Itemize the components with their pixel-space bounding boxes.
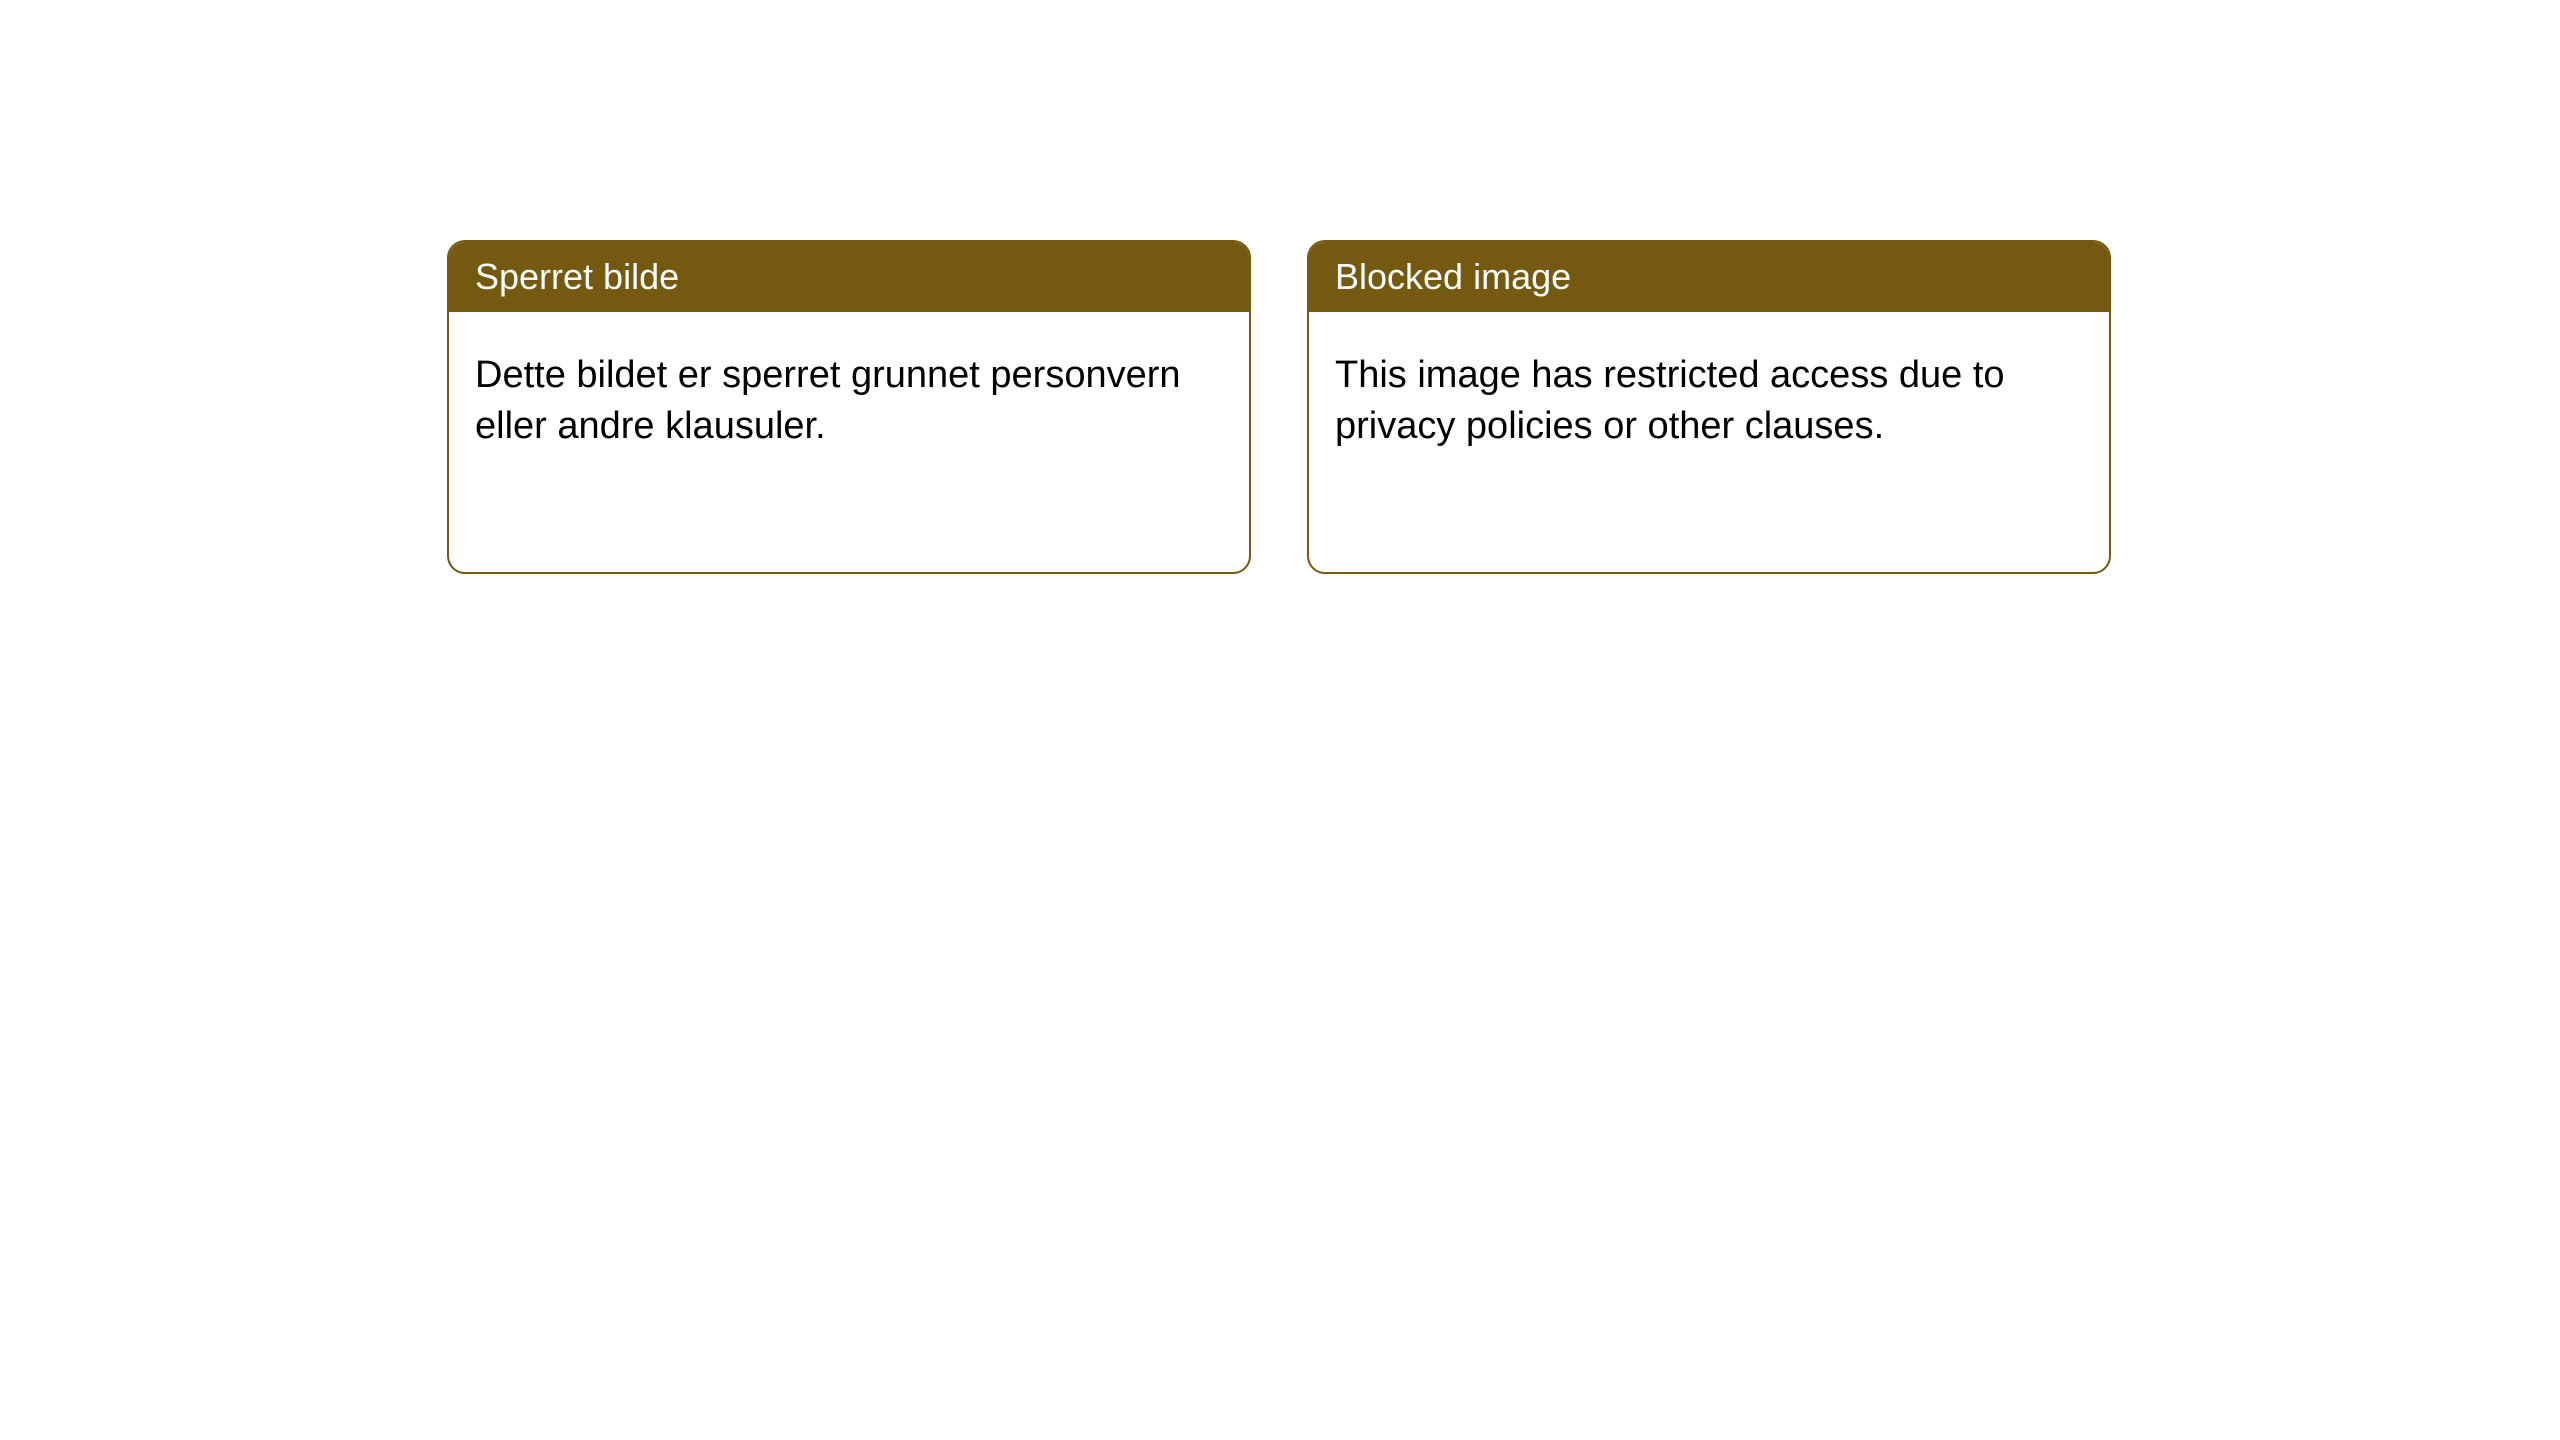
- notice-card-title: Blocked image: [1335, 256, 1571, 297]
- notice-card-message: This image has restricted access due to …: [1335, 354, 2005, 447]
- notice-card-norwegian: Sperret bilde Dette bildet er sperret gr…: [447, 240, 1251, 574]
- notice-card-body: Dette bildet er sperret grunnet personve…: [449, 312, 1249, 572]
- notice-card-header: Sperret bilde: [449, 242, 1249, 312]
- notice-card-header: Blocked image: [1309, 242, 2109, 312]
- notice-card-body: This image has restricted access due to …: [1309, 312, 2109, 572]
- notice-card-english: Blocked image This image has restricted …: [1307, 240, 2111, 574]
- notice-card-message: Dette bildet er sperret grunnet personve…: [475, 354, 1181, 447]
- notice-card-title: Sperret bilde: [475, 256, 679, 297]
- notice-cards-container: Sperret bilde Dette bildet er sperret gr…: [447, 240, 2111, 574]
